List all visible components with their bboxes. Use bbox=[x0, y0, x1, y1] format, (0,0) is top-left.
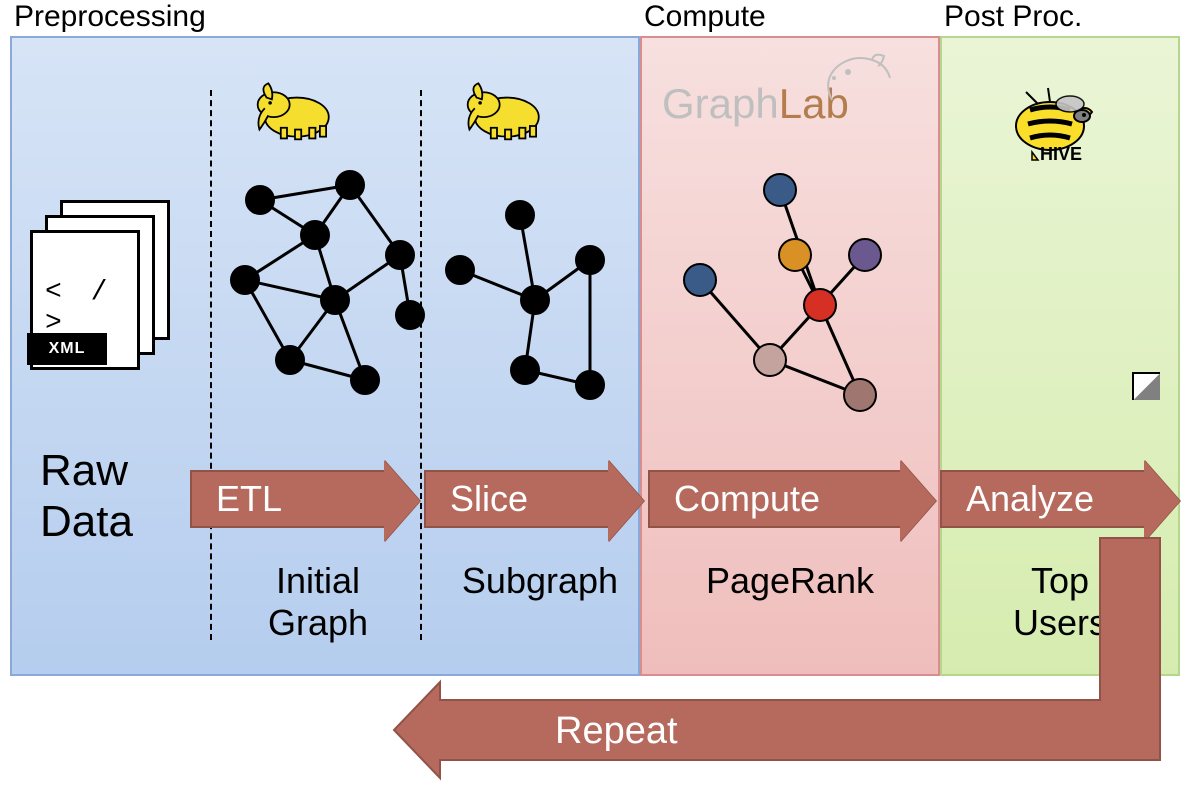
pipeline-diagram: Preprocessing Compute Post Proc. < / > X… bbox=[0, 0, 1190, 788]
repeat-label: Repeat bbox=[555, 710, 678, 753]
arrow-repeat bbox=[0, 0, 1190, 788]
